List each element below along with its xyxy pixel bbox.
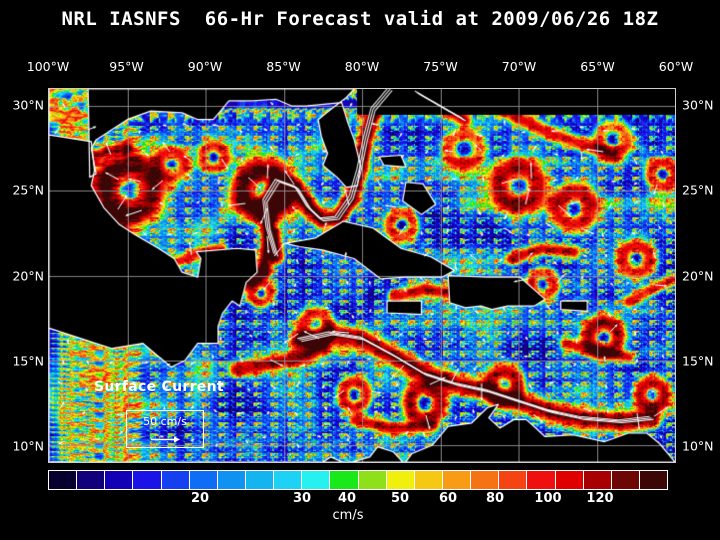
current-scale-value: 50 cm/s xyxy=(143,415,187,428)
colorbar-cell-2 xyxy=(105,471,134,489)
colorbar-cell-20 xyxy=(611,471,640,489)
longitude-tick-label: 85°W xyxy=(266,59,301,74)
latitude-tick-label: 20°N xyxy=(12,268,44,283)
colorbar-cell-11 xyxy=(358,471,387,489)
longitude-tick-label: 90°W xyxy=(187,59,223,74)
longitude-tick-label: 60°W xyxy=(658,59,694,74)
colorbar-cell-12 xyxy=(386,471,415,489)
colorbar-tick-labels: 20 30 40 50 60 80 100 120 xyxy=(0,491,720,509)
longitude-tick-label: 70°W xyxy=(501,59,537,74)
latitude-tick-label: 20°N xyxy=(682,268,714,283)
latitude-axis-right: 30°N 25°N 20°N 15°N 10°N xyxy=(680,88,720,463)
colorbar-cell-13 xyxy=(414,471,443,489)
latitude-tick-label: 15°N xyxy=(682,353,714,369)
surface-current-legend-label: Surface Current xyxy=(94,379,224,395)
colorbar-cell-19 xyxy=(583,471,612,489)
colorbar-tick-label: 20 xyxy=(190,491,210,506)
colorbar-cell-16 xyxy=(499,471,528,489)
latitude-tick-label: 10°N xyxy=(12,438,44,454)
colorbar-cell-0 xyxy=(49,471,78,489)
longitude-axis: 100°W 95°W 90°W 85°W 80°W 75°W 70°W 65°W 60°W xyxy=(27,59,693,77)
colorbar-cell-6 xyxy=(217,471,246,489)
colorbar-cell-8 xyxy=(274,471,303,489)
colorbar-tick-label: 40 xyxy=(337,491,357,506)
colorbar-cell-10 xyxy=(330,471,359,489)
colorbar-cell-17 xyxy=(527,471,556,489)
colorbar-tick-label: 120 xyxy=(586,491,614,506)
colorbar-cell-1 xyxy=(77,471,106,489)
colorbar-cell-18 xyxy=(555,471,584,489)
colorbar[interactable] xyxy=(48,470,668,490)
latitude-tick-label: 15°N xyxy=(12,353,44,369)
arrow-right-icon xyxy=(151,436,180,443)
map-plot-area[interactable] xyxy=(48,88,676,463)
longitude-tick-label: 65°W xyxy=(580,59,615,74)
colorbar-cell-21 xyxy=(639,471,668,489)
colorbar-cell-5 xyxy=(189,471,218,489)
current-scale-box: 50 cm/s xyxy=(126,410,204,448)
colorbar-tick-label: 30 xyxy=(292,491,312,506)
colorbar-tick-label: 50 xyxy=(390,491,410,506)
latitude-tick-label: 25°N xyxy=(682,182,714,198)
page-title: NRL IASNFS 66-Hr Forecast valid at 2009/… xyxy=(61,8,659,30)
longitude-tick-label: 95°W xyxy=(109,59,144,74)
colorbar-cell-14 xyxy=(442,471,472,489)
latitude-tick-label: 10°N xyxy=(682,438,714,454)
latitude-tick-label: 30°N xyxy=(12,97,44,113)
latitude-axis-left: 30°N 25°N 20°N 15°N 10°N xyxy=(2,88,46,463)
colorbar-tick-label: 100 xyxy=(534,491,562,506)
longitude-tick-label: 80°W xyxy=(344,59,380,74)
colorbar-cell-9 xyxy=(302,471,331,489)
latitude-tick-label: 25°N xyxy=(12,182,44,198)
colorbar-cell-4 xyxy=(161,471,190,489)
surface-current-heatmap xyxy=(49,89,675,462)
longitude-tick-label: 75°W xyxy=(423,59,458,74)
colorbar-cell-3 xyxy=(133,471,162,489)
colorbar-cell-7 xyxy=(245,471,275,489)
colorbar-cell-15 xyxy=(471,471,500,489)
colorbar-unit-text: cm/s xyxy=(332,508,364,523)
colorbar-tick-label: 60 xyxy=(438,491,458,506)
colorbar-tick-label: 80 xyxy=(485,491,505,506)
longitude-tick-label: 100°W xyxy=(26,59,70,74)
latitude-tick-label: 30°N xyxy=(682,97,714,113)
colorbar-unit-label: cm/s xyxy=(0,508,720,523)
